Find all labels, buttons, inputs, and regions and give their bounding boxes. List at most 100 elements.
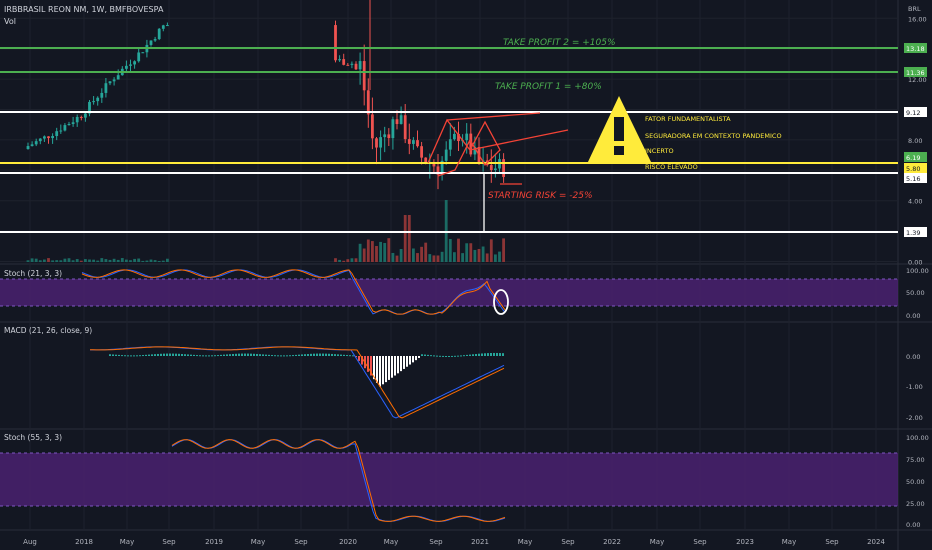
pattern-drawings[interactable] [427, 112, 569, 185]
volume-bar [407, 215, 411, 262]
volume-bar [100, 258, 104, 262]
macd-hist-bar [322, 353, 324, 356]
volume-bar [465, 243, 469, 262]
price-axis[interactable]: 16.0014.0012.0010.008.006.004.002.000.00… [904, 15, 927, 267]
candle-body [153, 39, 157, 41]
volume-bar [120, 258, 124, 262]
candle-body [43, 136, 46, 139]
macd-hist-bar [127, 355, 129, 357]
macd-hist-bar [466, 354, 468, 356]
volume-bar [96, 260, 100, 262]
macd-hist-bar [382, 356, 384, 385]
candle-body [96, 97, 100, 102]
candle-body [424, 157, 428, 164]
volume-bar [92, 259, 95, 262]
warning-line-1: FATOR FUNDAMENTALISTA [645, 115, 731, 123]
macd-hist-bar [181, 354, 183, 356]
price-badge-label: 13.18 [906, 45, 925, 53]
volume-bar [34, 258, 38, 262]
volume-bar [366, 239, 370, 262]
price-badge [904, 173, 927, 183]
candle-body [129, 64, 132, 66]
volume-bar [498, 251, 501, 262]
macd-histogram [109, 352, 504, 387]
candle-body [457, 133, 460, 142]
volume-bar [469, 243, 473, 262]
macd-hist-bar [436, 355, 438, 357]
macd-hist-bar [394, 356, 396, 376]
candle-body [125, 65, 128, 69]
time-tick-label: May [384, 538, 398, 546]
volume-bar [334, 258, 337, 262]
time-tick-label: Sep [162, 538, 176, 546]
time-axis[interactable]: Aug 2018 May Sep 2019 May Sep 2020 May Sep 2021 May… [23, 538, 885, 546]
macd-hist-bar [280, 355, 282, 357]
volume-bar [30, 258, 34, 262]
warning-line-4: RISCO ELEVADO [645, 163, 698, 171]
volume-bar [489, 239, 493, 262]
volume-bar [399, 248, 403, 262]
macd-hist-bar [250, 353, 252, 356]
macd-hist-bar [472, 354, 474, 356]
candle-body [30, 144, 34, 147]
macd-hist-bar [316, 353, 318, 356]
candle-body [453, 133, 456, 140]
volume-bar [432, 255, 436, 262]
macd-hist-bar [121, 355, 123, 357]
stoch2-title: Stoch (55, 3, 3) [4, 433, 62, 442]
macd-hist-bar [313, 353, 315, 356]
volume-bar [485, 253, 489, 262]
candles [26, 0, 505, 190]
macd-hist-bar [448, 355, 450, 357]
price-tick-label: 12.00 [908, 76, 927, 84]
volume-bar [338, 259, 341, 262]
candle-body [358, 61, 362, 70]
macd-hist-bar [406, 356, 408, 367]
candle-body [346, 64, 350, 66]
macd-hist-bar [259, 354, 261, 356]
time-tick-label: Aug [23, 538, 37, 546]
volume-bar [354, 258, 358, 262]
macd-hist-bar [199, 355, 201, 357]
time-tick-label: 2019 [205, 538, 223, 546]
time-tick-label: Sep [561, 538, 575, 546]
macd-hist-bar [334, 354, 336, 356]
macd-hist-bar [478, 353, 480, 356]
macd-hist-bar [400, 356, 402, 372]
indicator-tick-label: -2.00 [906, 414, 923, 422]
candle-body [407, 139, 411, 144]
macd-hist-bar [223, 354, 225, 356]
macd-hist-bar [112, 354, 114, 356]
candle-body [51, 136, 54, 139]
macd-hist-bar [256, 353, 258, 356]
time-tick-label: May [251, 538, 265, 546]
candle-body [166, 25, 169, 27]
candle-body [108, 81, 112, 84]
macd-hist-bar [133, 355, 135, 357]
volume-bar [477, 248, 481, 262]
macd-hist-bar [163, 353, 165, 356]
candle-body [375, 138, 378, 148]
macd-hist-bar [328, 353, 330, 356]
indicator-tick-label: 0.00 [906, 312, 920, 320]
macd-hist-bar [307, 354, 309, 356]
macd-hist-bar [268, 354, 270, 356]
macd-hist-bar [487, 353, 489, 356]
macd-hist-bar [289, 355, 291, 357]
candle-body [75, 116, 79, 123]
macd-hist-bar [421, 354, 423, 356]
macd-hist-bar [139, 355, 141, 357]
volume-bar [125, 259, 128, 262]
time-tick-label: May [120, 538, 134, 546]
volume-bar [424, 242, 428, 262]
volume-bar [166, 258, 169, 262]
volume-bar [137, 258, 141, 262]
candle-body [116, 75, 120, 80]
stoch1-circle-annotation[interactable] [493, 289, 509, 315]
time-tick-label: May [782, 538, 796, 546]
volume-bar [67, 258, 71, 262]
volume-bar [55, 260, 59, 262]
candle-body [34, 141, 38, 145]
macd-hist-bar [376, 356, 378, 383]
